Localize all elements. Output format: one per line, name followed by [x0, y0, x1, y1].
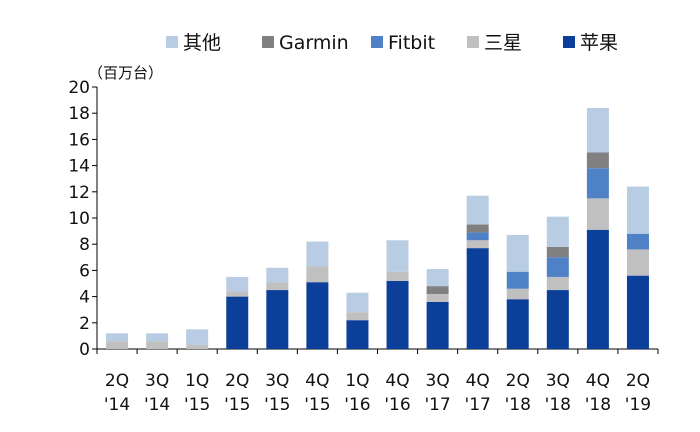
y-tick-label: 6 — [79, 261, 90, 281]
bar-segment — [266, 267, 289, 283]
y-tick-label: 20 — [68, 78, 90, 98]
x-axis: 2Q '14 3Q '14 1Q '15 2Q '15 3Q '15 4Q '15 1Q '16 4Q '16… — [96, 348, 659, 415]
bar-segment — [386, 280, 409, 349]
bar-segment — [226, 291, 249, 297]
legend-swatch — [262, 36, 274, 48]
x-tick-label: 1Q '15 — [184, 371, 210, 415]
bar-segment — [346, 312, 369, 321]
y-tick-label: 12 — [68, 183, 90, 203]
bar-segment — [186, 329, 209, 346]
bar-segment — [466, 224, 489, 233]
bar-segment — [546, 246, 569, 258]
bar-segment — [106, 341, 129, 349]
bar-segment — [226, 276, 249, 292]
bar-segment — [306, 282, 329, 349]
x-tick-label: 4Q '18 — [585, 371, 611, 415]
bar-segment — [226, 296, 249, 349]
bar-segment — [346, 292, 369, 313]
bar-segment — [186, 345, 209, 349]
x-tick-label: 4Q '15 — [304, 371, 330, 415]
bar-segment — [386, 271, 409, 281]
bar-segment — [626, 249, 649, 276]
y-tick-label: 18 — [68, 104, 90, 124]
y-tick-label: 14 — [68, 157, 90, 177]
bar-segment — [626, 233, 649, 250]
legend: 其他 Garmin Fitbit 三星 苹果 — [166, 32, 618, 54]
bar-segment — [426, 301, 449, 349]
bar-segment — [466, 195, 489, 225]
bar-segment — [506, 235, 529, 272]
x-tick-label: 3Q '17 — [424, 371, 450, 415]
bar-segment — [586, 229, 609, 349]
x-tick-label: 4Q '17 — [465, 371, 491, 415]
bar-segment — [146, 333, 169, 342]
x-tick-label: 2Q '14 — [104, 371, 130, 415]
y-axis: 0 2 4 6 8 10 12 14 16 18 20 — [68, 78, 98, 360]
x-tick-label: 3Q '18 — [545, 371, 571, 415]
y-tick-label: 8 — [79, 235, 90, 255]
bar-segment — [346, 320, 369, 349]
bar-segment — [586, 152, 609, 169]
x-tick-label: 2Q '15 — [224, 371, 250, 415]
bar-segment — [466, 232, 489, 241]
y-unit-label: （百万台） — [88, 64, 163, 82]
x-tick-label: 3Q '15 — [264, 371, 290, 415]
bar-segment — [506, 271, 529, 289]
bar-segment — [466, 240, 489, 249]
x-tick-label: 4Q '16 — [384, 371, 410, 415]
legend-label: 三星 — [484, 32, 522, 54]
legend-label: 其他 — [183, 32, 221, 54]
bar-segment — [386, 240, 409, 272]
legend-swatch — [563, 36, 575, 48]
bar-segment — [426, 293, 449, 302]
bar-segment — [546, 257, 569, 277]
bar-segment — [106, 333, 129, 342]
bar-segment — [586, 198, 609, 230]
bar-segment — [506, 288, 529, 300]
legend-swatch — [371, 36, 383, 48]
legend-label: Fitbit — [388, 32, 435, 54]
bar-segment — [306, 241, 329, 267]
y-tick-label: 10 — [68, 209, 90, 229]
x-tick-label: 2Q '19 — [625, 371, 651, 415]
bar-segment — [306, 266, 329, 283]
bar-segment — [466, 248, 489, 349]
bar-segment — [626, 275, 649, 349]
legend-label: Garmin — [279, 32, 349, 54]
bar-segment — [266, 290, 289, 349]
y-tick-label: 0 — [79, 340, 90, 360]
bar-segment — [506, 299, 529, 349]
bar-segment — [586, 107, 609, 153]
y-tick-label: 2 — [79, 314, 90, 334]
bar-segment — [626, 186, 649, 234]
legend-swatch — [166, 36, 178, 48]
bar-segment — [146, 341, 169, 349]
legend-label: 苹果 — [580, 32, 618, 54]
y-tick-label: 16 — [68, 130, 90, 150]
y-tick-label: 4 — [79, 288, 90, 308]
x-tick-label: 1Q '16 — [344, 371, 370, 415]
bar-segment — [426, 269, 449, 287]
bars — [106, 107, 649, 349]
legend-swatch — [467, 36, 479, 48]
bar-segment — [546, 290, 569, 349]
x-tick-label: 3Q '14 — [144, 371, 170, 415]
bar-segment — [546, 216, 569, 247]
bar-segment — [426, 286, 449, 294]
bar-segment — [546, 276, 569, 291]
x-tick-label: 2Q '18 — [505, 371, 531, 415]
bar-segment — [586, 168, 609, 199]
bar-segment — [266, 282, 289, 291]
